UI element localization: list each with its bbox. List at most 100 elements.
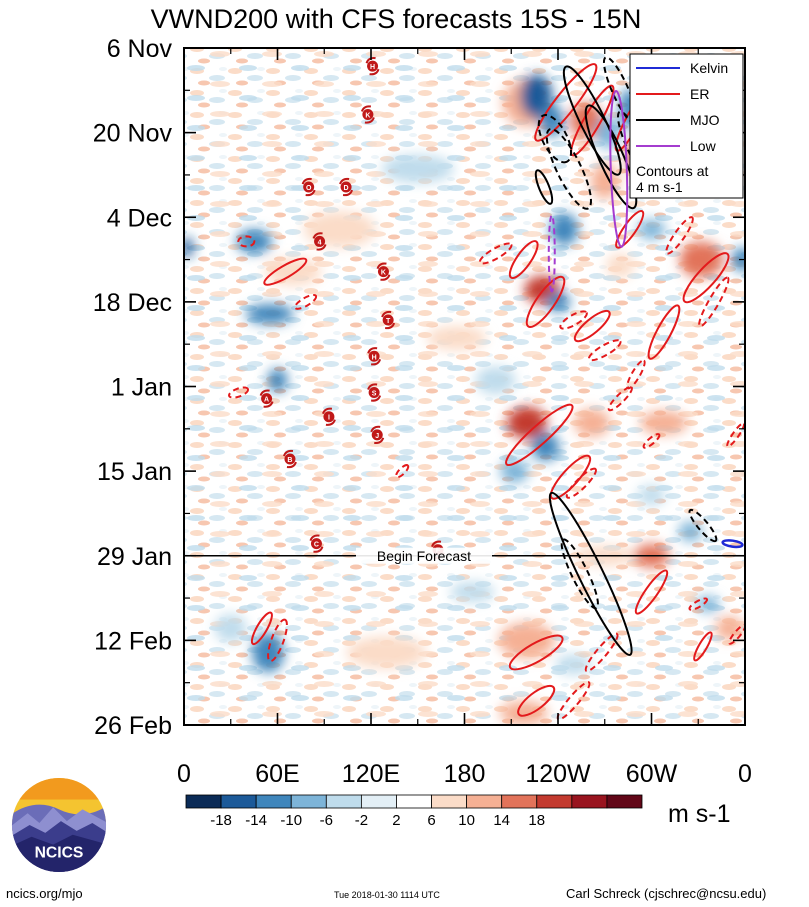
cyclone-marker: I	[321, 407, 336, 426]
colorbar-tick-label: 10	[458, 812, 475, 829]
colorbar-swatch	[536, 794, 573, 809]
legend-label: Low	[690, 138, 717, 154]
anomaly-blob	[550, 213, 579, 246]
cyclone-letter: 4	[318, 239, 322, 246]
mjo-contour	[537, 114, 573, 164]
anomaly-blob	[695, 596, 720, 613]
anomaly-blob	[346, 636, 427, 669]
cyclone-letter: T	[386, 318, 391, 325]
cyclone-marker: H	[365, 56, 380, 76]
x-axis: 0 60E 120E 180 120W 60W 0	[177, 48, 752, 788]
colorbar-tick-label: 2	[392, 812, 400, 829]
colorbar-swatch	[255, 794, 292, 809]
er-contour	[508, 240, 539, 280]
legend-note-line1: Contours at	[636, 163, 708, 179]
anomaly-blob	[715, 616, 744, 641]
anomaly-blob	[555, 654, 592, 675]
colorbar-tick-label: -10	[280, 812, 302, 829]
er-contour	[525, 275, 566, 328]
anomaly-blob	[520, 74, 553, 119]
er-contour	[559, 310, 588, 330]
anomaly-blob	[245, 303, 294, 324]
y-tick-label: 26 Feb	[94, 712, 172, 740]
x-tick-label: 60E	[255, 760, 299, 788]
logo-text: NCICS	[35, 844, 84, 861]
cyclone-marker: A	[259, 389, 274, 408]
colorbar-swatch	[466, 794, 503, 809]
er-contour	[505, 403, 574, 467]
er-contour	[565, 467, 597, 499]
colorbar-swatch	[360, 794, 397, 809]
cyclone-letter: K	[365, 112, 370, 119]
colorbar-tick-label: -2	[355, 812, 368, 829]
colorbar-tick-label: 18	[528, 812, 545, 829]
colorbar-tick-label: 14	[493, 812, 510, 829]
er-contour	[642, 433, 661, 449]
cyclone-marker: K	[360, 105, 375, 124]
colorbar-swatch	[571, 794, 608, 809]
er-contour	[688, 597, 709, 611]
anomaly-blob	[381, 154, 454, 183]
colorbar-swatch	[396, 794, 432, 809]
er-contour	[250, 611, 273, 646]
colorbar-unit: m s-1	[668, 800, 731, 828]
er-contour	[634, 569, 669, 615]
anomaly-blob	[574, 408, 611, 437]
anomaly-blob	[637, 485, 666, 506]
colorbar-tick-label: -14	[245, 812, 267, 829]
er-contour	[508, 634, 564, 671]
cyclone-letter: J	[375, 433, 379, 440]
y-tick-label: 18 Dec	[93, 289, 172, 317]
legend-label: MJO	[690, 112, 720, 128]
anomaly-blob	[498, 622, 555, 659]
y-tick-label: 29 Jan	[97, 543, 172, 571]
colorbar-tick-label: -18	[210, 812, 232, 829]
er-contour	[647, 304, 681, 360]
low-contour	[609, 89, 629, 248]
cyclone-marker: H	[367, 347, 382, 366]
footer-author: Carl Schreck (cjschrec@ncsu.edu)	[566, 886, 767, 901]
y-tick-label: 20 Nov	[93, 120, 173, 148]
cyclone-markers: HKOD4KTHASIJBCF	[259, 56, 445, 559]
anomaly-blob	[252, 632, 285, 673]
colorbar-swatch	[606, 794, 643, 809]
cyclone-letter: O	[306, 185, 312, 192]
footer-website: ncics.org/mjo	[6, 886, 83, 901]
low-contour	[547, 214, 556, 293]
anomaly-blob	[639, 410, 688, 435]
er-contour	[237, 235, 256, 248]
y-tick-label: 4 Dec	[107, 204, 172, 232]
cyclone-letter: S	[372, 391, 377, 398]
x-tick-label: 120W	[525, 760, 591, 788]
cyclone-marker: S	[367, 383, 382, 402]
kelvin-contour	[721, 539, 744, 549]
cyclone-marker: T	[381, 310, 396, 330]
anomaly-blob	[506, 406, 547, 439]
cyclone-marker: J	[370, 425, 385, 444]
y-axis: 6 Nov 20 Nov 4 Dec 18 Dec 1 Jan 15 Jan 29 Jan 1…	[93, 35, 745, 740]
anomaly-blob	[546, 291, 570, 312]
cyclone-marker: O	[301, 177, 316, 197]
x-tick-label: 60W	[626, 760, 678, 788]
y-tick-label: 6 Nov	[107, 35, 173, 63]
mjo-contour	[545, 127, 593, 210]
mjo-contour	[688, 508, 718, 543]
cyclone-letter: I	[328, 415, 330, 422]
er-contour	[607, 385, 633, 412]
er-contour	[573, 309, 611, 343]
er-contour	[693, 631, 713, 662]
anomaly-blob	[267, 368, 288, 393]
cyclone-letter: K	[381, 270, 386, 277]
anomaly-blob	[531, 432, 560, 461]
y-tick-label: 12 Feb	[94, 627, 172, 655]
mjo-contour	[534, 169, 554, 205]
legend: Kelvin ER MJO Low Contours at 4 m s-1	[629, 53, 744, 199]
anomaly-blob	[450, 582, 495, 603]
chart-title: VWND200 with CFS forecasts 15S - 15N	[151, 4, 642, 34]
er-contour	[698, 276, 730, 328]
anomaly-blob	[637, 219, 666, 240]
cyclone-marker: D	[339, 177, 354, 197]
legend-label: Kelvin	[690, 60, 728, 76]
begin-forecast-label: Begin Forecast	[377, 548, 471, 564]
